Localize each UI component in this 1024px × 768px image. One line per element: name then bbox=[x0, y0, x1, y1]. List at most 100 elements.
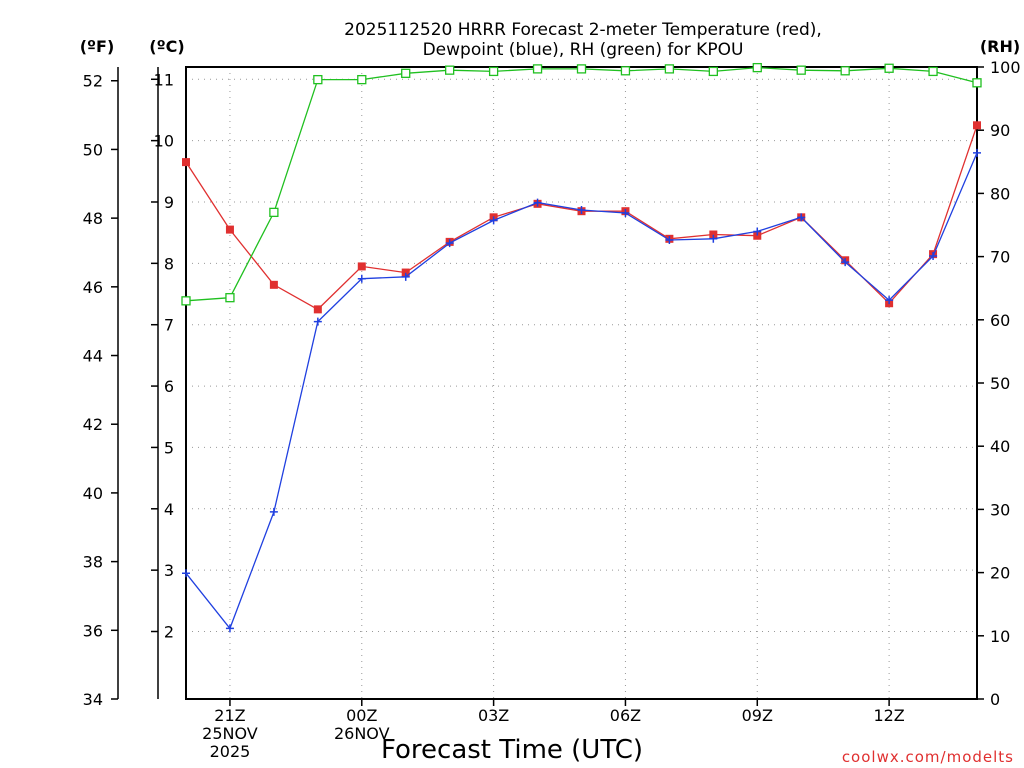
dewpoint-point bbox=[665, 236, 674, 245]
rh-point bbox=[884, 63, 894, 73]
dewpoint-point bbox=[533, 198, 542, 207]
dewpoint-point bbox=[929, 251, 938, 260]
x-tick-label: 03Z bbox=[478, 706, 509, 725]
rh-point bbox=[708, 66, 718, 77]
fahrenheit-unit-label: (ºF) bbox=[80, 37, 115, 56]
chart-title-line-2: Dewpoint (blue), RH (green) for KPOU bbox=[423, 40, 744, 60]
x-tick-label: 2025 bbox=[210, 742, 251, 761]
gridlines bbox=[186, 67, 977, 699]
rh-tick-label: 40 bbox=[990, 437, 1010, 456]
dewpoint-point bbox=[489, 216, 498, 225]
rh-tick-label: 90 bbox=[990, 121, 1010, 140]
temperature-point bbox=[182, 158, 190, 167]
temperature-point bbox=[357, 262, 366, 271]
temperature-point bbox=[753, 231, 762, 240]
celsius-tick-label: 10 bbox=[154, 132, 174, 151]
rh-point bbox=[620, 66, 631, 76]
rh-tick-label: 60 bbox=[990, 311, 1010, 330]
fahrenheit-tick-label: 36 bbox=[83, 621, 103, 640]
x-tick-label: 06Z bbox=[610, 706, 641, 725]
temperature-point bbox=[973, 121, 981, 130]
rh-tick-label: 10 bbox=[990, 627, 1010, 646]
temperature-point bbox=[269, 280, 278, 289]
celsius-tick-label: 2 bbox=[164, 623, 174, 642]
rh-unit-label: (RH) bbox=[980, 37, 1020, 56]
dewpoint-point bbox=[445, 239, 454, 248]
rh-point bbox=[313, 74, 323, 85]
rh-tick-label: 50 bbox=[990, 374, 1010, 393]
dewpoint-point bbox=[357, 274, 366, 283]
rh-point bbox=[752, 62, 762, 73]
temperature-line bbox=[185, 125, 978, 311]
dewpoint-point bbox=[797, 213, 806, 222]
dewpoint-point bbox=[225, 624, 234, 633]
x-tick-label: 00Z bbox=[346, 706, 377, 725]
temperature-point bbox=[709, 230, 718, 239]
fahrenheit-tick-label: 38 bbox=[83, 553, 103, 572]
dewpoint-point bbox=[621, 209, 630, 218]
rh-point bbox=[488, 66, 499, 77]
chart-title-line-1: 2025112520 HRRR Forecast 2-meter Tempera… bbox=[344, 20, 822, 40]
celsius-tick-label: 9 bbox=[164, 193, 174, 212]
dewpoint-point bbox=[841, 258, 850, 267]
fahrenheit-tick-label: 52 bbox=[83, 72, 103, 91]
temperature-point bbox=[225, 225, 234, 234]
dewpoint-point bbox=[885, 296, 894, 305]
celsius-tick-label: 6 bbox=[164, 377, 174, 396]
rh-tick-label: 70 bbox=[990, 248, 1010, 267]
rh-point bbox=[840, 66, 850, 76]
celsius-tick-label: 8 bbox=[164, 254, 174, 273]
celsius-tick-label: 5 bbox=[164, 438, 174, 457]
rh-tick-label: 20 bbox=[990, 564, 1010, 583]
temperature-point bbox=[313, 305, 322, 314]
rh-point bbox=[576, 64, 587, 74]
rh-tick-label: 80 bbox=[990, 184, 1010, 203]
rh-point bbox=[181, 296, 191, 306]
rh-tick-label: 100 bbox=[990, 58, 1021, 77]
x-axis-title: Forecast Time (UTC) bbox=[381, 735, 643, 765]
rh-point bbox=[928, 66, 938, 77]
rh-tick-label: 30 bbox=[990, 500, 1010, 519]
fahrenheit-tick-label: 42 bbox=[83, 415, 103, 434]
credit-text: coolwx.com/modelts bbox=[842, 748, 1014, 766]
dewpoint-point bbox=[973, 148, 981, 157]
x-tick-label: 26NOV bbox=[334, 724, 390, 743]
fahrenheit-tick-label: 44 bbox=[83, 347, 103, 366]
fahrenheit-tick-label: 34 bbox=[83, 690, 103, 709]
fahrenheit-tick-label: 48 bbox=[83, 209, 103, 228]
celsius-unit-label: (ºC) bbox=[149, 37, 184, 56]
fahrenheit-tick-label: 40 bbox=[83, 484, 103, 503]
rh-line bbox=[185, 66, 978, 302]
rh-point bbox=[225, 293, 235, 303]
rh-point bbox=[796, 65, 806, 75]
rh-point bbox=[664, 64, 675, 74]
x-tick-label: 21Z bbox=[214, 706, 245, 725]
rh-point bbox=[357, 74, 367, 85]
fahrenheit-tick-label: 50 bbox=[83, 140, 103, 159]
data-series bbox=[181, 62, 982, 633]
fahrenheit-tick-label: 46 bbox=[83, 278, 103, 297]
rh-point bbox=[532, 64, 543, 74]
celsius-tick-label: 3 bbox=[164, 561, 174, 580]
plot-frame bbox=[185, 66, 978, 700]
x-tick-label: 09Z bbox=[742, 706, 773, 725]
axes: 3436384042444648505223456789101101020304… bbox=[83, 58, 1021, 761]
dewpoint-point bbox=[753, 227, 762, 236]
dewpoint-line bbox=[185, 152, 978, 630]
dewpoint-point bbox=[313, 317, 322, 326]
celsius-tick-label: 11 bbox=[154, 70, 174, 89]
dewpoint-point bbox=[709, 234, 718, 243]
rh-point bbox=[401, 68, 411, 78]
celsius-tick-label: 4 bbox=[164, 500, 174, 519]
temperature-point bbox=[401, 268, 410, 277]
x-tick-label: 12Z bbox=[873, 706, 904, 725]
rh-tick-label: 0 bbox=[990, 690, 1000, 709]
rh-point bbox=[972, 78, 982, 88]
x-tick-label: 25NOV bbox=[202, 724, 258, 743]
dewpoint-point bbox=[577, 205, 586, 214]
dewpoint-point bbox=[182, 569, 190, 578]
dewpoint-point bbox=[401, 272, 410, 281]
dewpoint-point bbox=[269, 507, 278, 516]
celsius-tick-label: 7 bbox=[164, 316, 174, 335]
